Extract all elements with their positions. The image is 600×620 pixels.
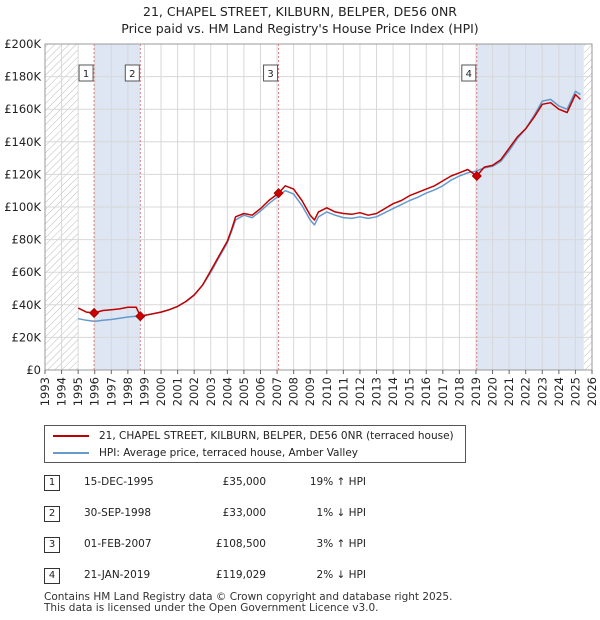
x-tick-label: 1995 — [71, 377, 85, 406]
legend-item-property: 21, CHAPEL STREET, KILBURN, BELPER, DE56… — [53, 428, 454, 444]
legend-property-line — [53, 435, 89, 437]
sale-marker-box — [78, 64, 94, 82]
table-row: 2 30-SEP-1998 £33,000 1% ↓ HPI — [44, 506, 544, 522]
x-tick-label: 2016 — [419, 377, 433, 406]
legend-hpi-label: HPI: Average price, terraced house, Ambe… — [99, 447, 358, 459]
x-tick-label: 2011 — [336, 377, 350, 406]
sale-marker-label: 3 — [263, 64, 279, 82]
chart-title: 21, CHAPEL STREET, KILBURN, BELPER, DE56… — [0, 3, 600, 37]
x-tick-label: 2009 — [303, 377, 317, 406]
sale-marker-box — [461, 64, 477, 82]
x-tick-label: 2026 — [585, 377, 599, 406]
property-price-line — [77, 93, 581, 317]
x-tick-label: 2020 — [486, 377, 500, 406]
sale-point — [471, 170, 482, 182]
y-tick-label: £0 — [26, 363, 41, 377]
transaction-hpi: 2% ↓ HPI — [316, 569, 366, 581]
x-tick-label: 1999 — [137, 377, 151, 406]
transaction-date: 15-DEC-1995 — [84, 476, 154, 488]
sale-point — [273, 188, 284, 199]
x-tick-label: 2012 — [353, 377, 367, 406]
x-tick-label: 2010 — [320, 377, 334, 406]
footer: Contains HM Land Registry data © Crown c… — [44, 592, 452, 614]
y-tick-label: £60K — [12, 265, 42, 279]
x-tick-label: 2006 — [253, 377, 267, 406]
x-tick-label: 2002 — [187, 377, 201, 406]
y-tick-label: £200K — [4, 37, 41, 51]
x-tick-label: 2000 — [154, 377, 168, 406]
x-tick-label: 1998 — [121, 377, 135, 406]
sale-marker-label: 1 — [78, 64, 94, 82]
x-tick-label: 2022 — [519, 377, 533, 406]
sale-marker-number: 4 — [466, 69, 472, 80]
y-tick-label: £180K — [4, 70, 41, 84]
transaction-price: £33,000 — [222, 507, 266, 519]
x-tick-label: 2005 — [237, 377, 251, 406]
table-row: 3 01-FEB-2007 £108,500 3% ↑ HPI — [44, 537, 544, 553]
sale-marker-box — [263, 64, 279, 82]
x-tick-label: 2021 — [502, 377, 516, 406]
x-tick-label: 2025 — [568, 377, 582, 406]
x-tick-label: 2024 — [552, 377, 566, 406]
y-tick-label: £40K — [12, 298, 42, 312]
sale-marker-number: 3 — [267, 69, 273, 80]
footer-line1: Contains HM Land Registry data © Crown c… — [44, 591, 453, 603]
legend-hpi-line — [53, 452, 89, 454]
plot-frame — [44, 43, 593, 371]
sale-point — [88, 307, 100, 319]
x-tick-label: 2003 — [204, 377, 218, 406]
table-row: 1 15-DEC-1995 £35,000 19% ↑ HPI — [44, 475, 544, 491]
x-tick-label: 1996 — [88, 377, 102, 406]
y-tick-label: £80K — [12, 233, 42, 247]
x-tick-label: 2004 — [220, 377, 234, 406]
table-row: 4 21-JAN-2019 £119,029 2% ↓ HPI — [44, 568, 544, 584]
x-tick-label: 1997 — [104, 377, 118, 406]
transaction-hpi: 1% ↓ HPI — [316, 507, 366, 519]
sale-point — [135, 311, 146, 322]
transaction-date: 21-JAN-2019 — [84, 569, 151, 581]
x-tick-label: 1994 — [55, 377, 69, 406]
chart-title-line2: Price paid vs. HM Land Registry's House … — [121, 21, 479, 36]
x-tick-label: 1993 — [38, 377, 52, 406]
transaction-number: 2 — [44, 506, 60, 522]
transaction-hpi: 19% ↑ HPI — [309, 476, 366, 488]
transaction-hpi: 3% ↑ HPI — [316, 538, 366, 550]
footer-line2: This data is licensed under the Open Gov… — [44, 602, 379, 614]
transaction-price: £119,029 — [215, 569, 266, 581]
x-tick-label: 2001 — [171, 377, 185, 406]
transaction-number: 4 — [44, 568, 60, 584]
sale-marker-box — [124, 64, 140, 82]
transaction-date: 01-FEB-2007 — [84, 538, 152, 550]
sale-marker-number: 1 — [83, 69, 89, 80]
y-tick-label: £140K — [4, 135, 41, 149]
sale-marker-label: 4 — [461, 64, 477, 82]
x-tick-label: 2008 — [287, 377, 301, 406]
x-tick-label: 2019 — [469, 377, 483, 406]
x-tick-label: 2015 — [403, 377, 417, 406]
sale-marker-number: 2 — [129, 69, 135, 80]
transaction-number: 1 — [44, 475, 60, 491]
transaction-date: 30-SEP-1998 — [84, 507, 152, 519]
x-tick-label: 2014 — [386, 377, 400, 406]
sale-marker-label: 2 — [124, 64, 140, 82]
legend-item-hpi: HPI: Average price, terraced house, Ambe… — [53, 445, 358, 461]
transaction-number: 3 — [44, 537, 60, 553]
x-tick-label: 2013 — [370, 377, 384, 406]
transaction-price: £35,000 — [222, 476, 266, 488]
chart-title-line1: 21, CHAPEL STREET, KILBURN, BELPER, DE56… — [143, 4, 457, 19]
transaction-price: £108,500 — [215, 538, 266, 550]
x-tick-label: 2017 — [436, 377, 450, 406]
legend-property-label: 21, CHAPEL STREET, KILBURN, BELPER, DE56… — [99, 430, 454, 442]
x-tick-label: 2023 — [535, 377, 549, 406]
y-tick-label: £20K — [12, 330, 42, 344]
x-tick-label: 2007 — [270, 377, 284, 406]
y-tick-label: £160K — [4, 102, 41, 116]
x-tick-label: 2018 — [452, 377, 466, 406]
legend: 21, CHAPEL STREET, KILBURN, BELPER, DE56… — [44, 425, 466, 463]
price-chart: £0 £20K £40K £60K £80K £100K £120K £140K £160K £1… — [4, 37, 599, 406]
y-tick-label: £100K — [4, 200, 41, 214]
y-tick-label: £120K — [4, 167, 41, 181]
